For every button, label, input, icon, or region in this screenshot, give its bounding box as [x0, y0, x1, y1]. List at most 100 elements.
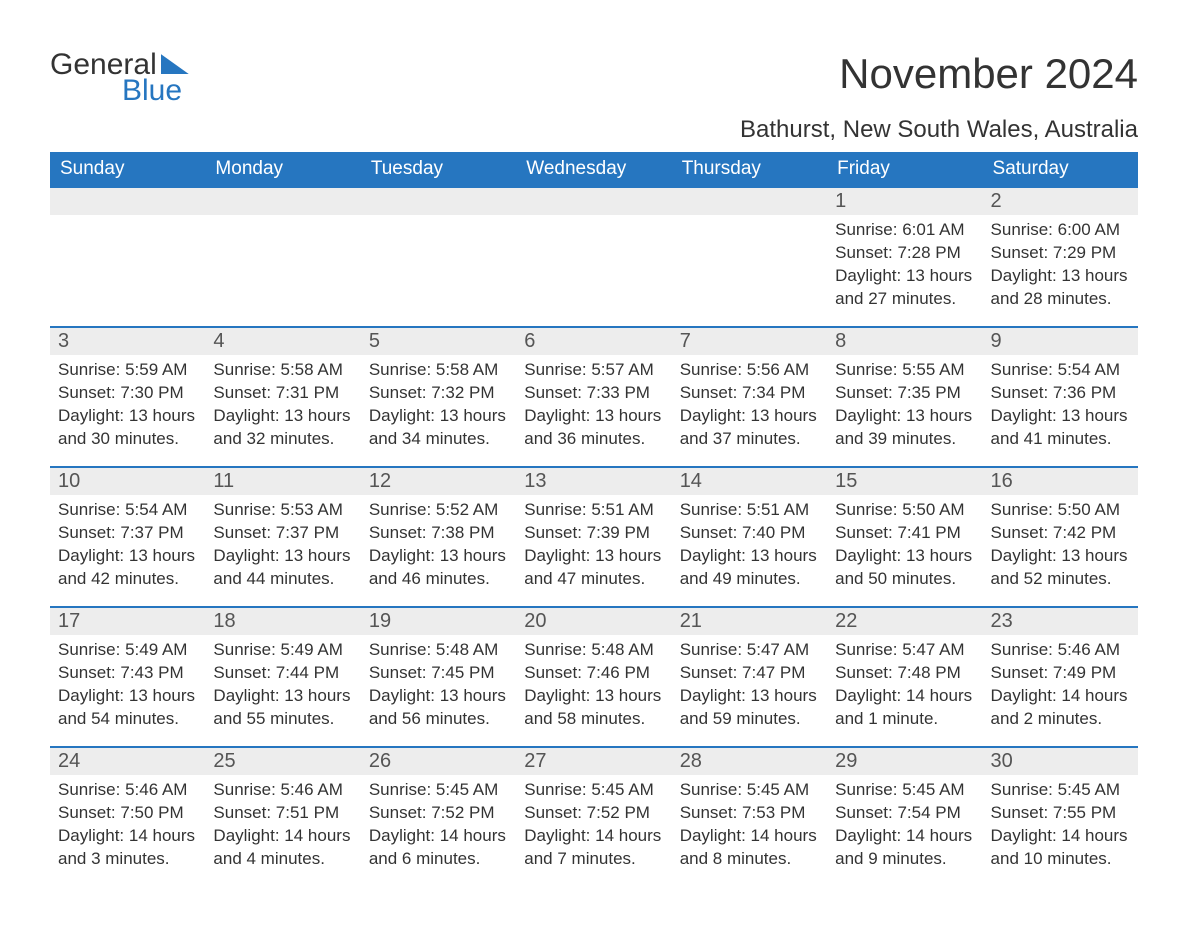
- day-of-week-header: Friday: [827, 152, 982, 187]
- day-number: 8: [827, 328, 982, 355]
- day-number: 26: [361, 748, 516, 775]
- calendar-cell: 20Sunrise: 5:48 AMSunset: 7:46 PMDayligh…: [516, 607, 671, 747]
- daylight-text: Daylight: 14 hours and 6 minutes.: [369, 825, 508, 871]
- day-number: 19: [361, 608, 516, 635]
- sunset-text: Sunset: 7:39 PM: [524, 522, 663, 545]
- day-number: 14: [672, 468, 827, 495]
- sunset-text: Sunset: 7:38 PM: [369, 522, 508, 545]
- day-number: 22: [827, 608, 982, 635]
- calendar-cell: 5Sunrise: 5:58 AMSunset: 7:32 PMDaylight…: [361, 327, 516, 467]
- calendar-cell: 7Sunrise: 5:56 AMSunset: 7:34 PMDaylight…: [672, 327, 827, 467]
- sunset-text: Sunset: 7:52 PM: [369, 802, 508, 825]
- day-number: 1: [827, 188, 982, 215]
- day-data: Sunrise: 5:59 AMSunset: 7:30 PMDaylight:…: [50, 355, 205, 461]
- calendar-cell: 15Sunrise: 5:50 AMSunset: 7:41 PMDayligh…: [827, 467, 982, 607]
- day-number: 27: [516, 748, 671, 775]
- day-number: 21: [672, 608, 827, 635]
- daylight-text: Daylight: 14 hours and 7 minutes.: [524, 825, 663, 871]
- daylight-text: Daylight: 13 hours and 39 minutes.: [835, 405, 974, 451]
- day-data: Sunrise: 5:58 AMSunset: 7:31 PMDaylight:…: [205, 355, 360, 461]
- calendar-cell: 4Sunrise: 5:58 AMSunset: 7:31 PMDaylight…: [205, 327, 360, 467]
- day-number: 2: [983, 188, 1138, 215]
- calendar-cell: 14Sunrise: 5:51 AMSunset: 7:40 PMDayligh…: [672, 467, 827, 607]
- calendar-cell: 19Sunrise: 5:48 AMSunset: 7:45 PMDayligh…: [361, 607, 516, 747]
- sunrise-text: Sunrise: 5:45 AM: [524, 779, 663, 802]
- daylight-text: Daylight: 13 hours and 49 minutes.: [680, 545, 819, 591]
- sunrise-text: Sunrise: 6:00 AM: [991, 219, 1130, 242]
- calendar-cell: 25Sunrise: 5:46 AMSunset: 7:51 PMDayligh…: [205, 747, 360, 887]
- calendar-cell: 27Sunrise: 5:45 AMSunset: 7:52 PMDayligh…: [516, 747, 671, 887]
- sunrise-text: Sunrise: 5:47 AM: [680, 639, 819, 662]
- day-number: 30: [983, 748, 1138, 775]
- day-of-week-header: Thursday: [672, 152, 827, 187]
- daylight-text: Daylight: 13 hours and 34 minutes.: [369, 405, 508, 451]
- daylight-text: Daylight: 13 hours and 44 minutes.: [213, 545, 352, 591]
- calendar-page: General Blue November 2024 Bathurst, New…: [0, 0, 1188, 927]
- day-data: Sunrise: 5:56 AMSunset: 7:34 PMDaylight:…: [672, 355, 827, 461]
- day-data: Sunrise: 6:01 AMSunset: 7:28 PMDaylight:…: [827, 215, 982, 321]
- day-data: Sunrise: 5:51 AMSunset: 7:39 PMDaylight:…: [516, 495, 671, 601]
- sunrise-text: Sunrise: 5:54 AM: [58, 499, 197, 522]
- calendar-cell: 23Sunrise: 5:46 AMSunset: 7:49 PMDayligh…: [983, 607, 1138, 747]
- day-number: 7: [672, 328, 827, 355]
- day-data: Sunrise: 5:47 AMSunset: 7:47 PMDaylight:…: [672, 635, 827, 741]
- logo-text-2: Blue: [122, 76, 182, 106]
- daylight-text: Daylight: 13 hours and 30 minutes.: [58, 405, 197, 451]
- day-data: Sunrise: 5:52 AMSunset: 7:38 PMDaylight:…: [361, 495, 516, 601]
- calendar-cell: 2Sunrise: 6:00 AMSunset: 7:29 PMDaylight…: [983, 187, 1138, 327]
- daylight-text: Daylight: 13 hours and 55 minutes.: [213, 685, 352, 731]
- sunset-text: Sunset: 7:50 PM: [58, 802, 197, 825]
- sunrise-text: Sunrise: 5:54 AM: [991, 359, 1130, 382]
- sunset-text: Sunset: 7:46 PM: [524, 662, 663, 685]
- sunrise-text: Sunrise: 5:45 AM: [680, 779, 819, 802]
- sunrise-text: Sunrise: 5:46 AM: [213, 779, 352, 802]
- sunset-text: Sunset: 7:33 PM: [524, 382, 663, 405]
- header: General Blue November 2024 Bathurst, New…: [50, 50, 1138, 152]
- day-data: Sunrise: 5:45 AMSunset: 7:55 PMDaylight:…: [983, 775, 1138, 881]
- day-data: Sunrise: 5:48 AMSunset: 7:45 PMDaylight:…: [361, 635, 516, 741]
- calendar-cell: [205, 187, 360, 327]
- sunrise-text: Sunrise: 5:49 AM: [58, 639, 197, 662]
- day-data: Sunrise: 5:46 AMSunset: 7:51 PMDaylight:…: [205, 775, 360, 881]
- sunset-text: Sunset: 7:44 PM: [213, 662, 352, 685]
- daylight-text: Daylight: 14 hours and 9 minutes.: [835, 825, 974, 871]
- day-number: 29: [827, 748, 982, 775]
- sunset-text: Sunset: 7:37 PM: [213, 522, 352, 545]
- sunrise-text: Sunrise: 5:50 AM: [835, 499, 974, 522]
- calendar-header-row: SundayMondayTuesdayWednesdayThursdayFrid…: [50, 152, 1138, 187]
- day-number: 20: [516, 608, 671, 635]
- sunset-text: Sunset: 7:55 PM: [991, 802, 1130, 825]
- day-of-week-header: Sunday: [50, 152, 205, 187]
- sunrise-text: Sunrise: 5:51 AM: [680, 499, 819, 522]
- calendar-week: 3Sunrise: 5:59 AMSunset: 7:30 PMDaylight…: [50, 327, 1138, 467]
- day-number-empty: [672, 188, 827, 215]
- sunset-text: Sunset: 7:45 PM: [369, 662, 508, 685]
- sunrise-text: Sunrise: 5:51 AM: [524, 499, 663, 522]
- daylight-text: Daylight: 14 hours and 2 minutes.: [991, 685, 1130, 731]
- day-number: 6: [516, 328, 671, 355]
- calendar-week: 24Sunrise: 5:46 AMSunset: 7:50 PMDayligh…: [50, 747, 1138, 887]
- sunrise-text: Sunrise: 5:45 AM: [991, 779, 1130, 802]
- calendar-cell: 13Sunrise: 5:51 AMSunset: 7:39 PMDayligh…: [516, 467, 671, 607]
- day-number: 28: [672, 748, 827, 775]
- daylight-text: Daylight: 13 hours and 59 minutes.: [680, 685, 819, 731]
- sunset-text: Sunset: 7:31 PM: [213, 382, 352, 405]
- sunset-text: Sunset: 7:47 PM: [680, 662, 819, 685]
- day-data: Sunrise: 5:50 AMSunset: 7:41 PMDaylight:…: [827, 495, 982, 601]
- day-number: 18: [205, 608, 360, 635]
- calendar-cell: 10Sunrise: 5:54 AMSunset: 7:37 PMDayligh…: [50, 467, 205, 607]
- calendar-cell: 12Sunrise: 5:52 AMSunset: 7:38 PMDayligh…: [361, 467, 516, 607]
- day-number: 16: [983, 468, 1138, 495]
- daylight-text: Daylight: 14 hours and 1 minute.: [835, 685, 974, 731]
- sunset-text: Sunset: 7:41 PM: [835, 522, 974, 545]
- day-data: Sunrise: 5:54 AMSunset: 7:36 PMDaylight:…: [983, 355, 1138, 461]
- sunset-text: Sunset: 7:48 PM: [835, 662, 974, 685]
- sunset-text: Sunset: 7:49 PM: [991, 662, 1130, 685]
- calendar-cell: 11Sunrise: 5:53 AMSunset: 7:37 PMDayligh…: [205, 467, 360, 607]
- day-number: 15: [827, 468, 982, 495]
- calendar-cell: 30Sunrise: 5:45 AMSunset: 7:55 PMDayligh…: [983, 747, 1138, 887]
- day-number: 3: [50, 328, 205, 355]
- daylight-text: Daylight: 13 hours and 41 minutes.: [991, 405, 1130, 451]
- day-data: Sunrise: 5:57 AMSunset: 7:33 PMDaylight:…: [516, 355, 671, 461]
- month-title: November 2024: [740, 50, 1138, 98]
